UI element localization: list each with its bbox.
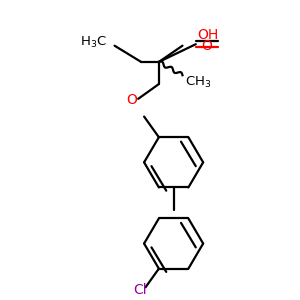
- Text: O: O: [202, 39, 213, 53]
- Text: H$_3$C: H$_3$C: [80, 34, 107, 50]
- Text: Cl: Cl: [133, 283, 146, 297]
- Text: O: O: [126, 93, 137, 107]
- Text: OH: OH: [197, 28, 218, 42]
- Text: CH$_3$: CH$_3$: [185, 75, 212, 90]
